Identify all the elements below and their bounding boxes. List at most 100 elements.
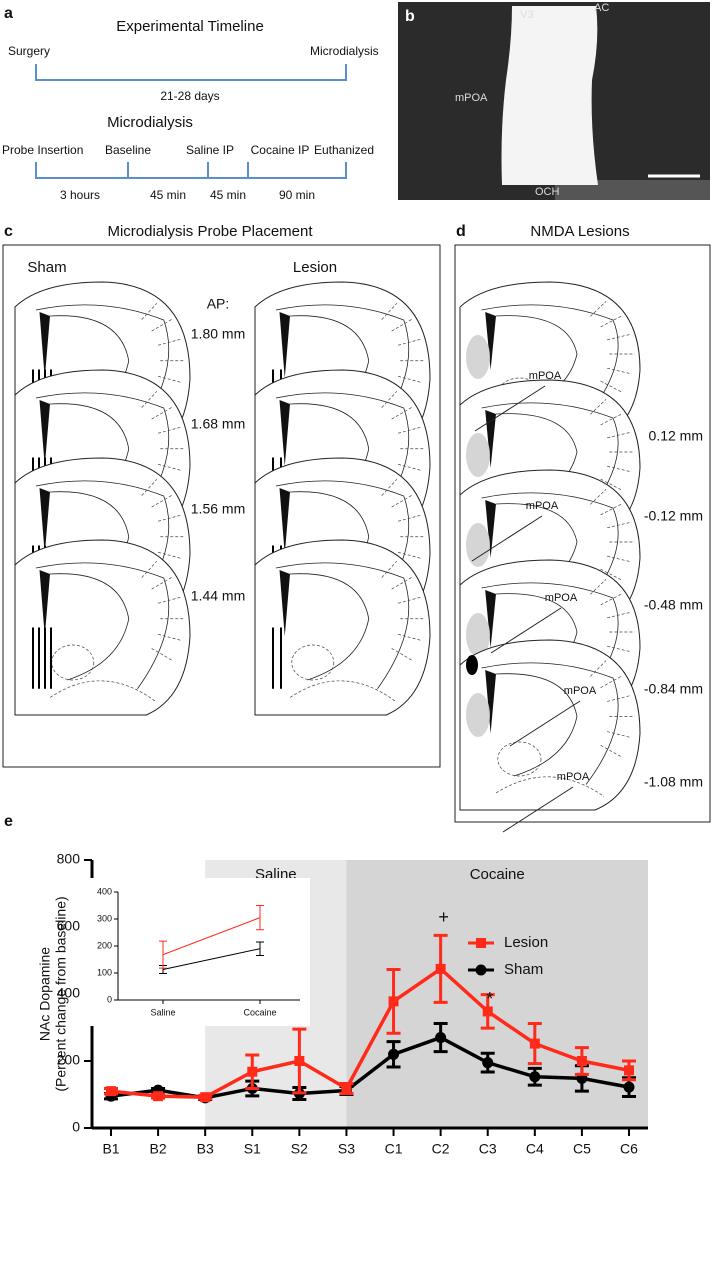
dashed-contour <box>157 463 182 471</box>
region-label: mPOA <box>564 685 597 697</box>
y-tick-label: 200 <box>97 940 112 950</box>
marker <box>200 1092 211 1103</box>
region-label: mPOA <box>557 771 590 783</box>
pointer-line <box>471 515 543 562</box>
dashed-contour <box>141 478 158 496</box>
ap-level: 1.56 mm <box>191 501 245 517</box>
lesion-level: -0.48 mm <box>644 597 703 613</box>
dashed-contour <box>607 465 632 473</box>
brain-contour <box>481 304 619 419</box>
ventricle <box>279 400 290 467</box>
dashed-contour <box>607 611 632 619</box>
timeline <box>35 64 347 81</box>
panel-b: b V3 AC mPOA OCH <box>398 2 710 200</box>
marker <box>576 1056 587 1066</box>
region-label: V3 <box>520 9 533 21</box>
timeline <box>35 162 347 179</box>
dashed-contour <box>141 560 158 578</box>
lesion-level: -1.08 mm <box>644 774 703 790</box>
duration-label: 90 min <box>279 188 315 202</box>
brain-contour <box>49 573 130 681</box>
event-label: Saline IP <box>186 143 234 157</box>
ventricle <box>279 312 290 379</box>
ventricle <box>485 312 496 370</box>
dashed-contour <box>397 596 422 604</box>
dashed-contour <box>607 431 632 439</box>
dashed-contour <box>289 680 396 702</box>
ventricle <box>485 590 496 648</box>
panel-a: a Experimental Timeline Surgery Microdia… <box>2 5 379 202</box>
dashed-contour <box>497 741 542 777</box>
marker <box>341 1083 352 1094</box>
lesion-area <box>466 523 490 567</box>
pointer-line <box>502 786 574 833</box>
inset-background <box>83 878 310 1026</box>
legend-marker <box>475 964 487 976</box>
duration-label: 45 min <box>210 188 246 202</box>
dashed-contour <box>151 406 173 420</box>
ap-level: 1.44 mm <box>191 588 245 604</box>
dashed-contour <box>397 338 422 346</box>
region-label: mPOA <box>545 592 578 604</box>
duration-label: 45 min <box>150 188 186 202</box>
panel-title: Experimental Timeline <box>116 18 264 35</box>
event-label: Baseline <box>105 143 151 157</box>
region-label: OCH <box>535 186 560 198</box>
dashed-contour <box>590 301 607 317</box>
event-label: Probe Insertion <box>2 143 83 157</box>
dashed-contour <box>151 648 173 661</box>
ventricle <box>39 570 50 637</box>
panel-subtitle: Microdialysis <box>107 114 193 131</box>
marker <box>106 1086 116 1097</box>
dashed-contour <box>397 514 422 522</box>
lesion-level: 0.12 mm <box>649 428 703 444</box>
region-label: mPOA <box>529 370 562 382</box>
ventricle <box>485 410 496 468</box>
region-label: AC <box>594 2 609 14</box>
dashed-contour <box>141 390 158 408</box>
dashed-contour <box>607 695 632 702</box>
dashed-contour <box>607 555 632 563</box>
dashed-contour <box>600 568 622 581</box>
dashed-contour <box>397 551 422 559</box>
dashed-contour <box>600 315 622 328</box>
region-label: mPOA <box>455 92 488 104</box>
dashed-contour <box>600 478 622 491</box>
probe-track <box>501 6 598 185</box>
dashed-contour <box>397 375 422 383</box>
dashed-contour <box>607 333 632 341</box>
panel-frame <box>2 244 441 768</box>
dashed-contour <box>157 375 182 383</box>
dashed-contour <box>157 514 182 522</box>
annotation: + <box>438 907 449 927</box>
x-tick-label: B3 <box>197 1141 214 1157</box>
dashed-contour <box>157 551 182 559</box>
group-label: Lesion <box>293 259 337 276</box>
x-tick-label: B2 <box>150 1141 167 1157</box>
dashed-contour <box>151 576 173 590</box>
brain-section <box>459 639 641 811</box>
dashed-contour <box>141 302 158 320</box>
dashed-contour <box>397 463 422 471</box>
dashed-contour <box>590 660 607 677</box>
marker <box>294 1056 305 1066</box>
x-tick-label: B1 <box>102 1141 119 1157</box>
dashed-contour <box>590 399 607 415</box>
group-label: Sham <box>27 259 66 276</box>
ventricle <box>279 570 290 637</box>
panel-d: d NMDA Lesions 0.12 mm -0.12 mm -0.48 mm -0… <box>454 223 711 833</box>
marker <box>435 1032 447 1044</box>
panel-letter: a <box>4 5 13 22</box>
pointer-line <box>474 385 546 432</box>
lesion-area <box>466 335 490 379</box>
dashed-contour <box>381 390 398 408</box>
panel-letter: c <box>4 223 13 240</box>
y-tick-label: 300 <box>97 913 112 923</box>
ventricle <box>39 400 50 467</box>
dashed-contour <box>607 521 632 529</box>
panel-frame <box>454 244 711 823</box>
dashed-contour <box>157 338 182 346</box>
dashed-contour <box>291 644 335 681</box>
x-tick-label: S3 <box>338 1141 355 1157</box>
